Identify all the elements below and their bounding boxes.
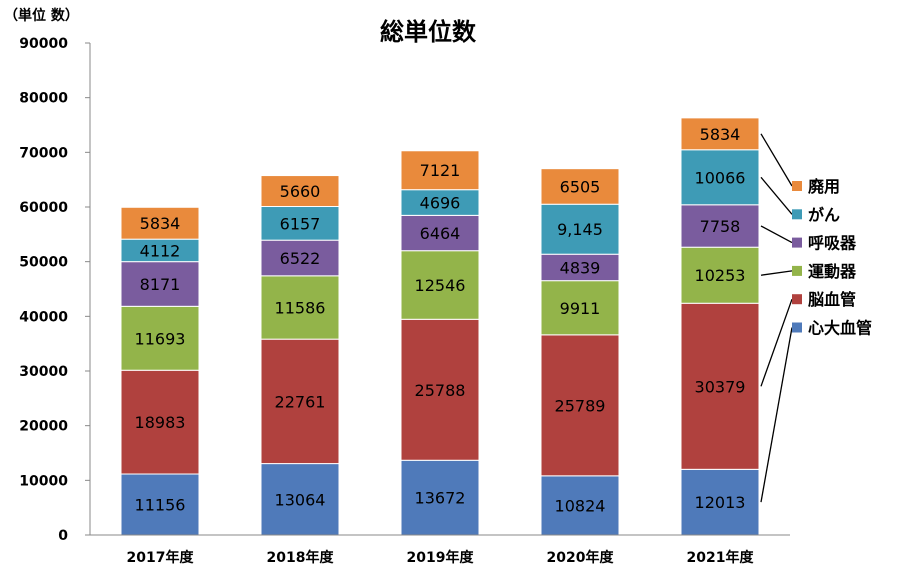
data-label: 5834 <box>700 125 741 144</box>
chart-title: 総単位数 <box>380 18 477 46</box>
bar-segment <box>680 246 760 304</box>
data-label: 8171 <box>140 275 181 294</box>
bar-segment <box>260 463 340 536</box>
data-label: 10253 <box>695 266 746 285</box>
bar-segment <box>260 338 340 465</box>
legend-leader-line <box>760 176 793 215</box>
legend-marker <box>792 294 802 305</box>
bar-segment <box>260 275 340 340</box>
data-label: 12013 <box>695 493 746 512</box>
bar-segment <box>680 468 760 536</box>
bar-segment <box>120 369 200 475</box>
bar-segment <box>260 206 340 241</box>
y-tick-label: 60000 <box>19 200 68 216</box>
data-label: 13672 <box>415 489 466 508</box>
x-tick-label: 2021年度 <box>687 549 755 566</box>
y-tick-label: 0 <box>58 528 68 544</box>
data-label: 7758 <box>700 217 741 236</box>
y-tick-label: 40000 <box>19 309 68 325</box>
legend-leader-line <box>760 225 793 244</box>
legend-marker <box>792 209 802 220</box>
bar-segment <box>680 117 760 151</box>
data-label: 10824 <box>555 496 606 515</box>
bar-segment <box>400 250 480 320</box>
data-label: 9,145 <box>557 220 603 239</box>
bar-segment <box>540 168 620 205</box>
x-axis: 2017年度 2018年度 2019年度 2020年度 2021年度 <box>90 534 790 566</box>
data-label: 6505 <box>560 177 601 196</box>
bar-segment <box>540 280 620 336</box>
bar-segment <box>400 150 480 191</box>
data-label: 18983 <box>135 413 186 432</box>
y-tick-label: 90000 <box>19 36 68 52</box>
x-tick-label: 2020年度 <box>547 549 615 566</box>
y-tick-label: 30000 <box>19 364 68 380</box>
data-label: 30379 <box>695 377 746 396</box>
data-label: 10066 <box>695 168 746 187</box>
legend-label: 呼吸器 <box>808 234 857 253</box>
bar-segment <box>120 305 200 371</box>
y-tick-label: 50000 <box>19 255 68 271</box>
legend-marker <box>792 265 802 276</box>
y-tick-label: 10000 <box>19 473 68 489</box>
bar-segment <box>400 214 480 252</box>
data-label: 4112 <box>140 241 181 260</box>
x-tick-label: 2018年度 <box>267 549 335 566</box>
data-label: 13064 <box>275 490 326 509</box>
data-label: 6464 <box>420 224 461 243</box>
data-label: 7121 <box>420 161 461 180</box>
legend-label: 運動器 <box>808 262 857 281</box>
data-label: 4696 <box>420 194 461 213</box>
bar-segment <box>120 206 200 240</box>
data-label: 25788 <box>415 381 466 400</box>
bar-segment <box>680 204 760 248</box>
bar-segment <box>260 175 340 208</box>
legend-leader-line <box>760 270 793 276</box>
bar-segment <box>120 261 200 307</box>
y-axis-unit-label: （単位 数） <box>4 7 79 24</box>
data-label: 12546 <box>415 276 466 295</box>
bar-segment <box>400 459 480 536</box>
legend-label: 心大血管 <box>808 319 872 338</box>
legend-label: 廃用 <box>808 177 840 196</box>
data-label: 6522 <box>280 249 321 268</box>
data-label: 11586 <box>275 298 326 317</box>
bar-segment <box>260 239 340 277</box>
bar-segment <box>540 334 620 477</box>
legend-leader-line <box>760 133 793 187</box>
y-tick-label: 20000 <box>19 419 68 435</box>
data-label: 25789 <box>555 396 606 415</box>
legend-marker <box>792 322 802 333</box>
y-axis: 0 10000 20000 30000 40000 50000 60000 70000 8000… <box>19 36 91 544</box>
data-label: 5834 <box>140 214 181 233</box>
legend-label: 脳血管 <box>808 290 856 309</box>
y-tick-label: 80000 <box>19 91 68 107</box>
bar-segment <box>120 473 200 536</box>
legend-label: がん <box>808 205 840 224</box>
legend-leader-line <box>760 327 793 503</box>
data-label: 6157 <box>280 214 321 233</box>
y-tick-label: 70000 <box>19 145 68 161</box>
legend-marker <box>792 181 802 191</box>
data-label: 11693 <box>135 329 186 348</box>
data-label: 22761 <box>275 392 326 411</box>
data-label: 4839 <box>560 258 601 277</box>
x-tick-label: 2019年度 <box>407 549 475 566</box>
data-label: 5660 <box>280 182 321 201</box>
bar-segment <box>400 318 480 461</box>
bars: 11156 18983 11693 8171 4112 5834 13064 22761 115… <box>120 117 760 536</box>
bar-segment <box>680 149 760 206</box>
legend-leader-line <box>760 298 793 387</box>
bar-segment <box>680 302 760 470</box>
data-label: 9911 <box>560 299 601 318</box>
x-tick-label: 2017年度 <box>127 549 195 566</box>
bar-segment <box>400 189 480 216</box>
legend-marker <box>792 237 802 248</box>
data-label: 11156 <box>135 496 186 515</box>
